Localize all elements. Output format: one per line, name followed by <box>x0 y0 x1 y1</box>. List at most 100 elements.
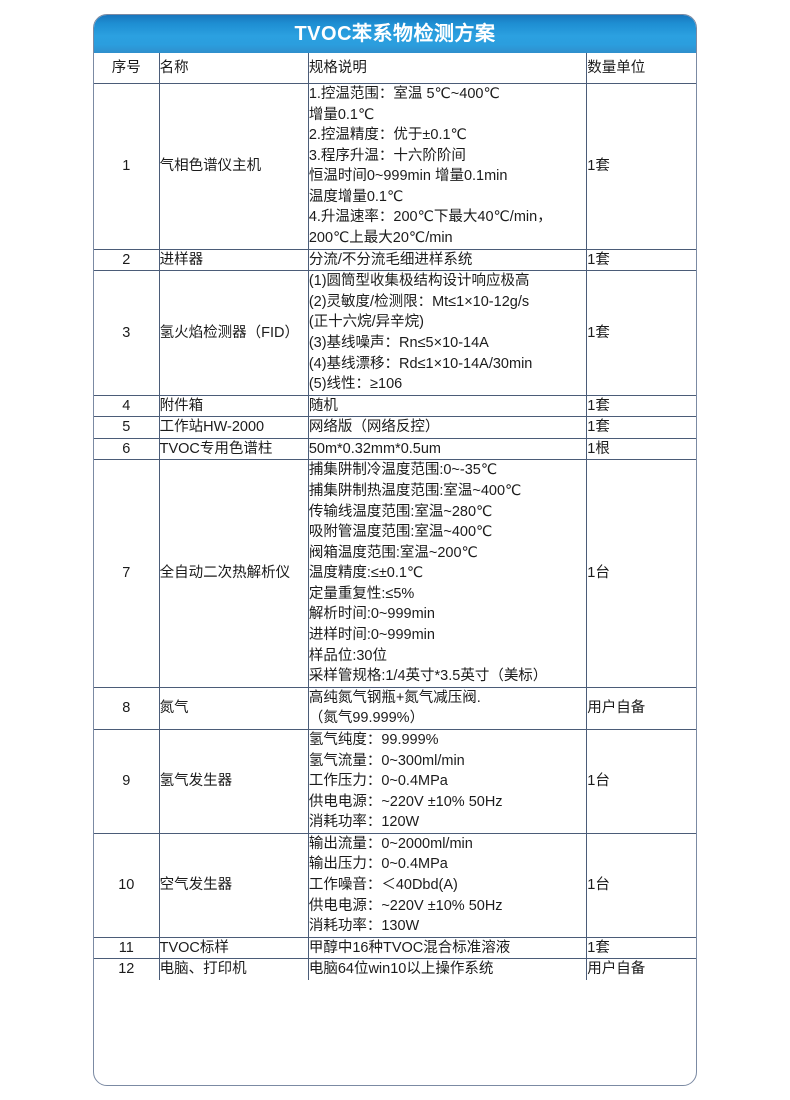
spec-line: 4.升温速率：200℃下最大40℃/min， <box>308 209 552 226</box>
cell-quantity: 1套 <box>586 83 696 250</box>
table-header: 序号 名称 规格说明 数量单位 <box>94 53 696 84</box>
spec-line: 电脑64位win10以上操作系统 <box>308 961 494 978</box>
spec-line: 甲醇中16种TVOC混合标准溶液 <box>308 939 511 956</box>
column-header-name: 名称 <box>158 53 309 84</box>
cell-quantity: 1根 <box>586 437 696 461</box>
table-row: 5 工作站HW-2000 网络版（网络反控） 1套 <box>94 416 696 439</box>
cell-index: 10 <box>94 832 160 938</box>
spec-line-list: 分流/不分流毛细进样系统 <box>309 250 586 271</box>
spec-line: 样品位:30位 <box>308 647 387 664</box>
spec-line: 温度增量0.1℃ <box>308 188 404 205</box>
cell-spec: 电脑64位win10以上操作系统 <box>307 958 588 980</box>
cell-name: 附件箱 <box>158 394 309 418</box>
column-header-spec: 规格说明 <box>307 53 588 84</box>
cell-spec: 捕集阱制冷温度范围:0~-35℃ 捕集阱制热温度范围:室温~400℃ 传输线温度范围… <box>307 459 588 688</box>
spec-line: 温度精度:≤±0.1℃ <box>308 565 424 582</box>
table-row: 2 进样器 分流/不分流毛细进样系统 1套 <box>94 248 696 272</box>
spec-line-list: 高纯氮气钢瓶+氮气减压阀. （氮气99.999%） <box>309 688 586 729</box>
cell-index: 1 <box>94 83 160 250</box>
spec-line: (5)线性：≥106 <box>308 376 403 393</box>
table-row: 1 气相色谱仪主机 1.控温范围：室温 5℃~400℃ 增量0.1℃ 2.控温精度：优于… <box>94 83 696 250</box>
cell-quantity: 1套 <box>586 270 696 396</box>
cell-quantity: 1台 <box>586 832 696 938</box>
cell-name: TVOC标样 <box>158 936 309 960</box>
spec-line: 采样管规格:1/4英寸*3.5英寸（美标） <box>308 668 548 685</box>
cell-spec: 50m*0.32mm*0.5um <box>307 437 588 461</box>
table-row: 10 空气发生器 输出流量：0~2000ml/min 输出压力：0~0.4MPa 工作噪… <box>94 832 696 938</box>
spec-line-list: (1)圆筒型收集极结构设计响应极高 (2)灵敏度/检测限：Mt≤1×10-12g/… <box>309 271 586 394</box>
spec-line: (1)圆筒型收集极结构设计响应极高 <box>308 273 530 290</box>
spec-line-list: 电脑64位win10以上操作系统 <box>309 959 586 980</box>
cell-index: 7 <box>94 459 160 688</box>
specification-table: 序号 名称 规格说明 数量单位 1 气相色谱仪主机 1.控温范围：室温 5℃~400… <box>94 53 696 980</box>
cell-quantity: 1套 <box>586 394 696 418</box>
cell-index: 11 <box>94 936 160 960</box>
cell-name: 电脑、打印机 <box>158 958 309 980</box>
cell-index: 6 <box>94 437 160 461</box>
spec-line: (2)灵敏度/检测限：Mt≤1×10-12g/s <box>308 293 530 310</box>
spec-line: 供电电源：~220V ±10% 50Hz <box>308 793 503 810</box>
spec-line: 捕集阱制热温度范围:室温~400℃ <box>308 482 522 499</box>
cell-spec: 1.控温范围：室温 5℃~400℃ 增量0.1℃ 2.控温精度：优于±0.1℃ 3.程… <box>307 83 588 250</box>
spec-line-list: 氢气纯度：99.999% 氢气流量：0~300ml/min 工作压力：0~0.4MP… <box>309 730 586 833</box>
spec-line: 供电电源：~220V ±10% 50Hz <box>308 897 503 914</box>
cell-quantity: 1台 <box>586 459 696 688</box>
cell-index: 9 <box>94 728 160 834</box>
spec-line: 2.控温精度：优于±0.1℃ <box>308 127 467 144</box>
cell-spec: (1)圆筒型收集极结构设计响应极高 (2)灵敏度/检测限：Mt≤1×10-12g/… <box>307 270 588 396</box>
spec-line: 随机 <box>308 397 338 414</box>
cell-spec: 网络版（网络反控） <box>307 416 588 439</box>
spec-line: 输出压力：0~0.4MPa <box>308 856 448 873</box>
cell-spec: 分流/不分流毛细进样系统 <box>307 248 588 272</box>
cell-quantity: 1套 <box>586 936 696 960</box>
cell-name: 工作站HW-2000 <box>158 416 309 439</box>
spec-line: (正十六烷/异辛烷) <box>308 314 425 331</box>
spec-line: 氢气流量：0~300ml/min <box>308 752 465 769</box>
spec-line-list: 输出流量：0~2000ml/min 输出压力：0~0.4MPa 工作噪音：＜40Db… <box>309 834 586 937</box>
table-row: 3 氢火焰检测器（FID） (1)圆筒型收集极结构设计响应极高 (2)灵敏度/检测限：… <box>94 270 696 396</box>
spec-line: 3.程序升温：十六阶阶间 <box>308 147 466 164</box>
cell-name: 进样器 <box>158 248 309 272</box>
spec-line: 阀箱温度范围:室温~200℃ <box>308 544 478 561</box>
spec-line: 恒温时间0~999min 增量0.1min <box>308 168 508 185</box>
table-row: 6 TVOC专用色谱柱 50m*0.32mm*0.5um 1根 <box>94 437 696 461</box>
spec-line-list: 网络版（网络反控） <box>309 417 586 438</box>
table-body: 1 气相色谱仪主机 1.控温范围：室温 5℃~400℃ 增量0.1℃ 2.控温精度：优于… <box>94 83 696 980</box>
spec-line: 进样时间:0~999min <box>308 627 435 644</box>
cell-spec: 氢气纯度：99.999% 氢气流量：0~300ml/min 工作压力：0~0.4MP… <box>307 728 588 834</box>
spec-line-list: 50m*0.32mm*0.5um <box>309 439 586 460</box>
spec-line: 网络版（网络反控） <box>308 419 440 436</box>
column-header-index: 序号 <box>94 53 160 84</box>
spec-line: 吸附管温度范围:室温~400℃ <box>308 524 493 541</box>
cell-index: 4 <box>94 394 160 418</box>
spec-table-frame: TVOC苯系物检测方案 序号 名称 规格说明 数量单位 1 气相色谱仪主机 1.控温… <box>93 14 697 1086</box>
table-row: 7 全自动二次热解析仪 捕集阱制冷温度范围:0~-35℃ 捕集阱制热温度范围:室温~4… <box>94 459 696 688</box>
cell-quantity: 1台 <box>586 728 696 834</box>
spec-line-list: 随机 <box>309 396 586 417</box>
spec-line: 工作噪音：＜40Dbd(A) <box>308 876 458 893</box>
spec-line-list: 1.控温范围：室温 5℃~400℃ 增量0.1℃ 2.控温精度：优于±0.1℃ 3.程… <box>309 84 586 249</box>
cell-name: TVOC专用色谱柱 <box>158 437 309 461</box>
cell-quantity: 用户自备 <box>586 686 696 730</box>
spec-line-list: 捕集阱制冷温度范围:0~-35℃ 捕集阱制热温度范围:室温~400℃ 传输线温度范围… <box>309 460 586 686</box>
cell-name: 氮气 <box>158 686 309 730</box>
table-banner: TVOC苯系物检测方案 <box>94 15 696 53</box>
table-row: 9 氢气发生器 氢气纯度：99.999% 氢气流量：0~300ml/min 工作压力：0… <box>94 728 696 834</box>
spec-line: 50m*0.32mm*0.5um <box>308 440 441 457</box>
cell-name: 氢气发生器 <box>158 728 309 834</box>
cell-name: 空气发生器 <box>158 832 309 938</box>
table-row: 8 氮气 高纯氮气钢瓶+氮气减压阀. （氮气99.999%） 用户自备 <box>94 686 696 730</box>
table-row: 12 电脑、打印机 电脑64位win10以上操作系统 用户自备 <box>94 958 696 980</box>
spec-line: 氢气纯度：99.999% <box>308 731 439 748</box>
spec-line: （氮气99.999%） <box>308 710 425 727</box>
cell-quantity: 1套 <box>586 248 696 272</box>
spec-line: 传输线温度范围:室温~280℃ <box>308 503 493 520</box>
spec-line: 定量重复性:≤5% <box>308 585 415 602</box>
table-row: 4 附件箱 随机 1套 <box>94 394 696 418</box>
spec-line: (3)基线噪声：Rn≤5×10-14A <box>308 334 489 351</box>
cell-name: 氢火焰检测器（FID） <box>158 270 309 396</box>
cell-name: 全自动二次热解析仪 <box>158 459 309 688</box>
spec-line: 分流/不分流毛细进样系统 <box>308 251 473 268</box>
cell-name: 气相色谱仪主机 <box>158 83 309 250</box>
